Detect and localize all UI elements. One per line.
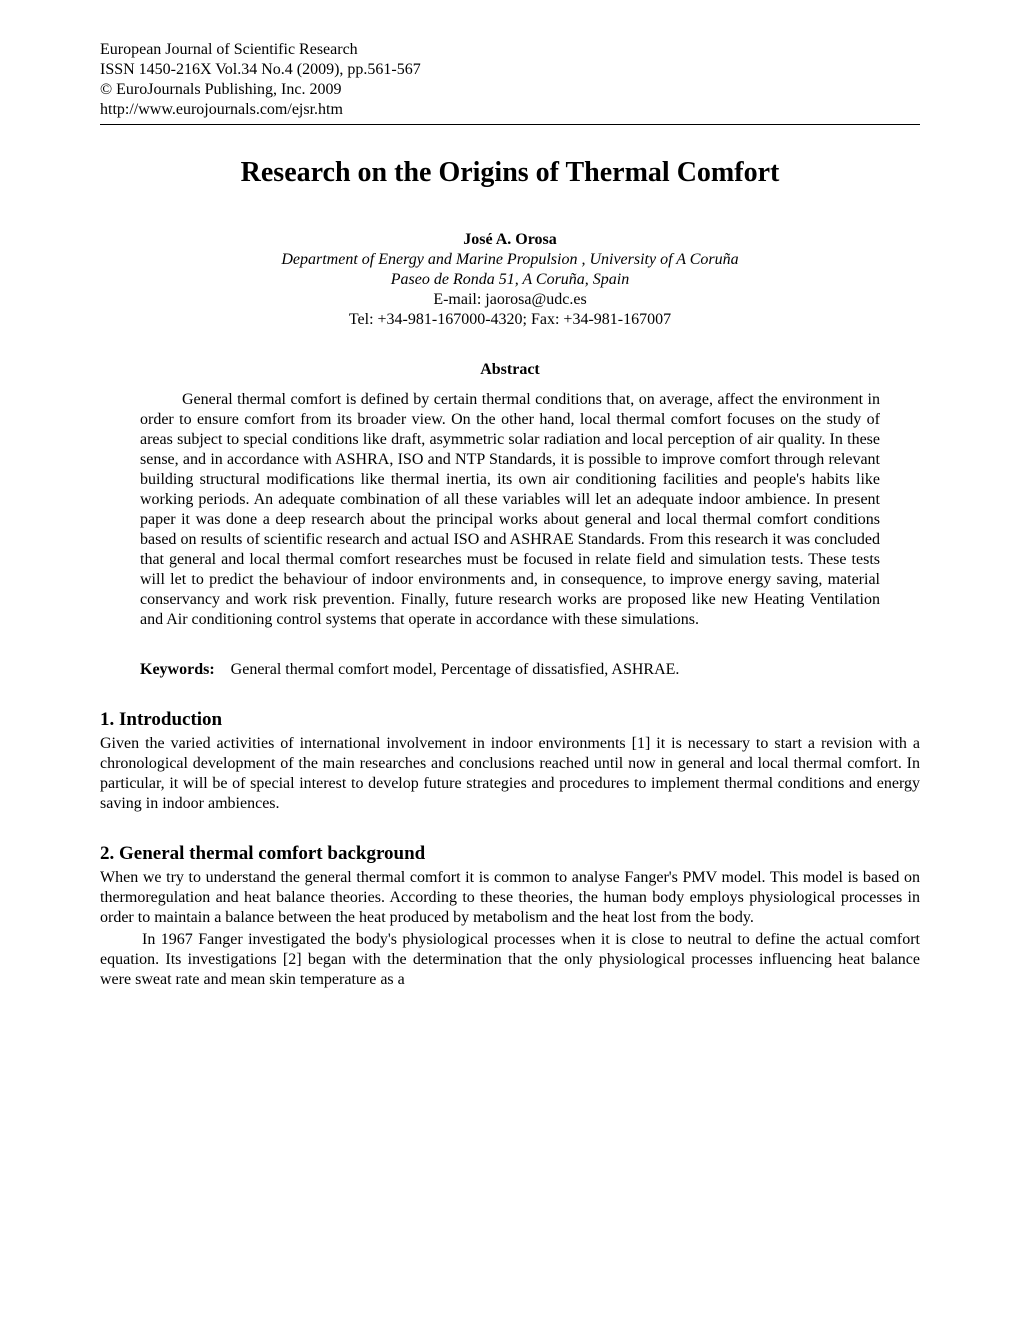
- section-1-p1: Given the varied activities of internati…: [100, 734, 920, 814]
- keywords-label: Keywords:: [140, 661, 215, 678]
- affiliation-line-2: Paseo de Ronda 51, A Coruña, Spain: [100, 270, 920, 290]
- keywords-text: General thermal comfort model, Percentag…: [231, 661, 680, 678]
- journal-url: http://www.eurojournals.com/ejsr.htm: [100, 100, 920, 120]
- affiliation-line-1: Department of Energy and Marine Propulsi…: [100, 250, 920, 270]
- keywords-row: Keywords: General thermal comfort model,…: [140, 660, 880, 680]
- issn-line: ISSN 1450-216X Vol.34 No.4 (2009), pp.56…: [100, 60, 920, 80]
- abstract-text: General thermal comfort is defined by ce…: [140, 390, 880, 630]
- author-name: José A. Orosa: [100, 230, 920, 250]
- header-rule: [100, 124, 920, 125]
- journal-header: European Journal of Scientific Research …: [100, 40, 920, 120]
- section-2-heading: 2. General thermal comfort background: [100, 842, 920, 866]
- section-2-p2: In 1967 Fanger investigated the body's p…: [100, 930, 920, 990]
- section-1-heading: 1. Introduction: [100, 708, 920, 732]
- journal-name: European Journal of Scientific Research: [100, 40, 920, 60]
- author-block: José A. Orosa Department of Energy and M…: [100, 230, 920, 330]
- section-2-p1: When we try to understand the general th…: [100, 868, 920, 928]
- abstract-heading: Abstract: [100, 360, 920, 380]
- abstract-body: General thermal comfort is defined by ce…: [140, 390, 880, 630]
- paper-title: Research on the Origins of Thermal Comfo…: [100, 155, 920, 190]
- author-email: E-mail: jaorosa@udc.es: [100, 290, 920, 310]
- copyright-line: © EuroJournals Publishing, Inc. 2009: [100, 80, 920, 100]
- author-phone: Tel: +34-981-167000-4320; Fax: +34-981-1…: [100, 310, 920, 330]
